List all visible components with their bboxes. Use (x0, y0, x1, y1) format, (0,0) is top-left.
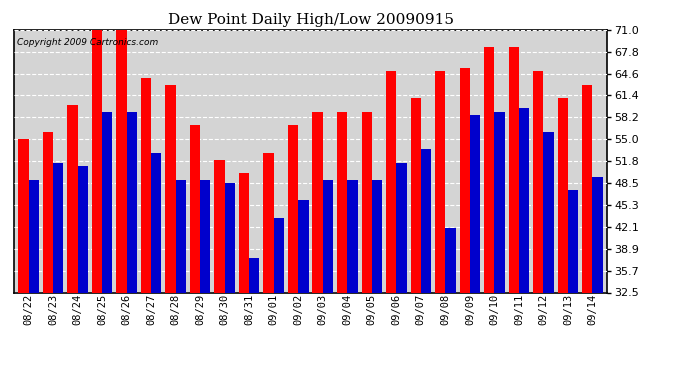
Bar (411, 98, 421, 292)
Bar (176, 180, 186, 292)
Bar (544, 132, 554, 292)
Bar (323, 180, 333, 292)
Bar (421, 149, 431, 292)
Bar (484, 47, 495, 292)
Bar (347, 180, 357, 292)
Bar (28, 180, 39, 292)
Bar (298, 201, 308, 292)
Bar (386, 71, 396, 292)
Bar (533, 71, 544, 292)
Bar (509, 47, 519, 292)
Bar (460, 68, 470, 292)
Title: Dew Point Daily High/Low 20090915: Dew Point Daily High/Low 20090915 (168, 13, 453, 27)
Bar (239, 173, 249, 292)
Bar (372, 180, 382, 292)
Bar (495, 112, 504, 292)
Bar (593, 177, 603, 292)
Bar (215, 159, 225, 292)
Bar (151, 153, 161, 292)
Bar (166, 84, 176, 292)
Bar (582, 84, 593, 292)
Bar (117, 30, 126, 292)
Bar (43, 132, 53, 292)
Bar (470, 115, 480, 292)
Text: Copyright 2009 Cartronics.com: Copyright 2009 Cartronics.com (17, 38, 158, 47)
Bar (53, 163, 63, 292)
Bar (141, 78, 151, 292)
Bar (519, 108, 529, 292)
Bar (249, 258, 259, 292)
Bar (288, 126, 298, 292)
Bar (313, 112, 323, 292)
Bar (445, 228, 455, 292)
Bar (225, 183, 235, 292)
Bar (92, 30, 102, 292)
Bar (568, 190, 578, 292)
Bar (396, 163, 406, 292)
Bar (102, 112, 112, 292)
Bar (126, 112, 137, 292)
Bar (190, 126, 200, 292)
Bar (558, 98, 568, 292)
Bar (77, 166, 88, 292)
Bar (435, 71, 445, 292)
Bar (200, 180, 210, 292)
Bar (362, 112, 372, 292)
Bar (67, 105, 77, 292)
Bar (337, 112, 347, 292)
Bar (264, 153, 274, 292)
Bar (18, 139, 28, 292)
Bar (274, 217, 284, 292)
